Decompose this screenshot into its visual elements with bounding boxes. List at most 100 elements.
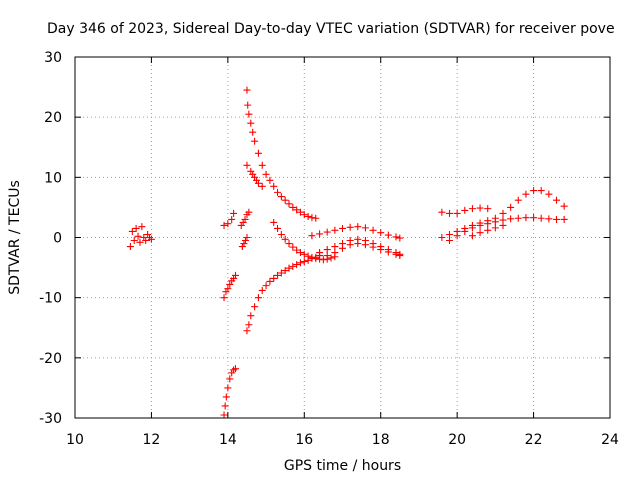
data-point — [226, 375, 234, 383]
y-tick-label: -10 — [39, 291, 62, 307]
data-point — [300, 250, 308, 258]
series-arc-1130 — [126, 223, 155, 251]
data-point — [308, 253, 316, 261]
series-arc-1530-down — [270, 218, 339, 264]
series-arc-2000-rise — [438, 187, 568, 241]
data-point — [251, 137, 259, 145]
data-point — [392, 250, 400, 258]
data-point — [560, 215, 568, 223]
data-point — [147, 235, 155, 243]
x-tick-label: 14 — [219, 432, 237, 448]
data-point — [274, 188, 282, 196]
data-point — [396, 234, 404, 242]
data-point — [270, 274, 278, 282]
data-point — [369, 226, 377, 234]
data-point — [289, 262, 297, 270]
x-tick-label: 24 — [601, 432, 619, 448]
data-point — [300, 258, 308, 266]
data-point — [438, 208, 446, 216]
data-point — [224, 220, 232, 228]
data-point — [312, 255, 320, 263]
data-point — [507, 215, 515, 223]
data-point — [339, 244, 346, 252]
data-point — [377, 229, 385, 237]
chart-title: Day 346 of 2023, Sidereal Day-to-day VTE… — [47, 21, 615, 37]
data-point — [327, 254, 335, 262]
data-point — [468, 205, 476, 213]
data-point — [289, 203, 297, 211]
data-point — [270, 218, 278, 226]
data-point — [220, 294, 228, 302]
data-point — [293, 246, 301, 254]
data-point — [285, 240, 293, 248]
data-point — [289, 243, 297, 251]
data-point — [241, 215, 249, 223]
data-point — [232, 365, 239, 373]
data-point — [132, 224, 140, 232]
series-arc-2000-flat — [438, 204, 492, 217]
data-point — [281, 196, 289, 204]
data-point — [281, 235, 289, 243]
data-point — [138, 223, 146, 231]
data-point — [241, 237, 249, 245]
series-arc-1700 — [316, 235, 404, 258]
data-point — [545, 215, 553, 223]
data-point — [142, 237, 150, 245]
data-point — [384, 231, 392, 239]
y-tick-label: 10 — [44, 170, 62, 186]
data-point — [249, 128, 257, 136]
y-tick-label: 30 — [44, 50, 62, 66]
data-point — [251, 303, 259, 311]
data-point — [537, 187, 545, 195]
series-arc-1400-mid — [220, 271, 239, 302]
data-point — [277, 230, 285, 238]
data-point — [461, 227, 469, 235]
data-point — [136, 238, 144, 246]
data-point — [293, 261, 301, 269]
data-point — [274, 271, 282, 279]
data-point — [247, 119, 255, 127]
data-point — [266, 176, 274, 184]
data-point — [247, 312, 255, 320]
data-point — [316, 255, 324, 263]
data-point — [323, 252, 331, 260]
data-point — [522, 214, 530, 222]
data-point — [553, 215, 560, 223]
data-point — [277, 193, 285, 201]
series-arc-1730 — [323, 240, 404, 260]
axis-ticks: 10 12 14 16 18 20 22 24 -30 -20 -10 0 10 20 30 — [39, 50, 619, 448]
series-arc-1650 — [308, 223, 404, 242]
data-point — [243, 234, 251, 241]
data-point — [224, 285, 232, 293]
data-point — [258, 161, 266, 169]
series-arc-2100 — [446, 214, 568, 245]
data-point — [354, 223, 362, 231]
data-point — [312, 214, 320, 222]
data-point — [254, 294, 262, 302]
data-point — [545, 190, 553, 198]
data-point — [491, 218, 499, 226]
data-point — [277, 269, 285, 277]
data-point — [281, 267, 289, 275]
data-point — [224, 384, 232, 392]
y-axis-title: SDTVAR / TECUs — [7, 180, 23, 295]
series-arc-1400-down — [220, 365, 239, 419]
series-arc-1430-small — [237, 208, 253, 251]
data-point — [331, 249, 339, 257]
data-point — [323, 246, 331, 254]
data-point — [134, 232, 142, 240]
data-point — [369, 243, 377, 251]
data-point — [232, 271, 239, 279]
data-point — [499, 209, 507, 217]
data-point — [507, 203, 515, 211]
data-point — [262, 282, 270, 290]
data-point — [453, 209, 461, 217]
data-point — [461, 206, 469, 214]
data-point — [392, 233, 400, 241]
data-point — [128, 227, 136, 235]
series-arc-1500-drift — [243, 161, 266, 190]
data-point — [243, 327, 251, 335]
data-point — [285, 264, 293, 272]
data-point — [484, 205, 492, 213]
data-point — [293, 206, 301, 214]
